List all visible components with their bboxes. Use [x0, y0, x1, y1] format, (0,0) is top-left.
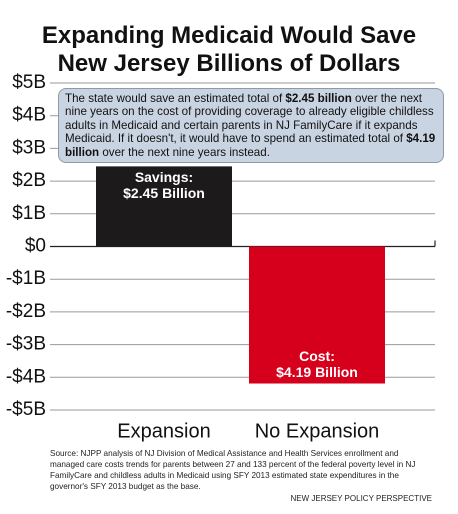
y-tick-label: -$4B	[6, 366, 46, 387]
y-tick-label: -$2B	[6, 301, 46, 322]
annotation-text: over the next nine years on the cost of …	[65, 92, 434, 146]
y-tick-label: $1B	[12, 203, 46, 224]
credit: NEW JERSEY POLICY PERSPECTIVE	[290, 494, 432, 503]
x-tick-label: No Expansion	[255, 420, 380, 442]
x-tick-label: Expansion	[117, 420, 210, 442]
annotation-text: The state would save an estimated total …	[65, 92, 286, 105]
chart-title: Expanding Medicaid Would Save New Jersey…	[41, 22, 417, 77]
bar	[96, 166, 232, 247]
bar	[249, 246, 385, 384]
annotation-text: $2.45 billion	[285, 92, 352, 105]
y-tick-label: -$1B	[6, 268, 46, 289]
annotation-text: over the next nine years instead.	[99, 145, 270, 159]
y-tick-label: $0	[25, 236, 46, 257]
y-tick-label: $2B	[12, 170, 46, 191]
value-label: Savings: $2.45 Billion	[123, 169, 205, 202]
value-label: Cost: $4.19 Billion	[276, 347, 358, 380]
source: Source: NJPP analysis of NJ Division of …	[50, 449, 416, 491]
y-tick-label: -$5B	[6, 399, 46, 420]
y-tick-label: $5B	[12, 72, 46, 93]
annotation: The state would save an estimated total …	[58, 88, 444, 164]
y-tick-label: $3B	[12, 137, 46, 158]
annotation-text: $4.19 billion	[65, 132, 436, 159]
y-tick-label: -$3B	[6, 334, 46, 355]
y-tick-label: $4B	[12, 105, 46, 126]
